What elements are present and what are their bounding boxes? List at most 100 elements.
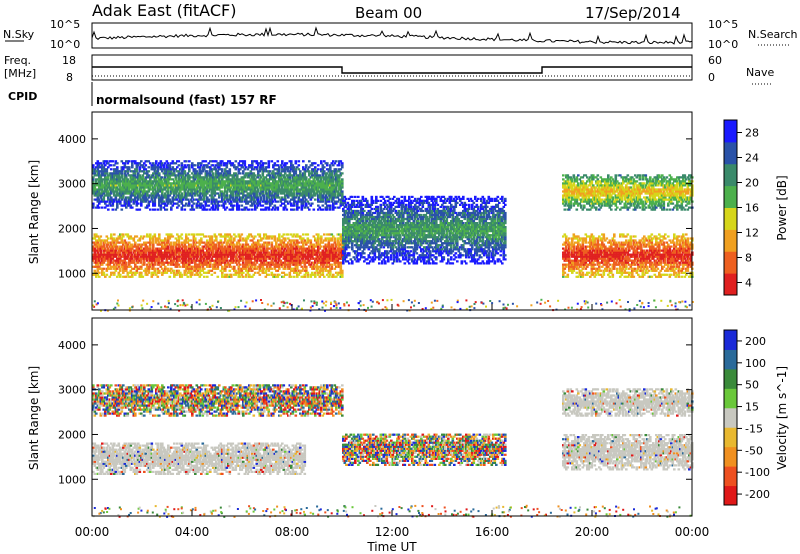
range-cell xyxy=(285,188,289,191)
range-cell xyxy=(137,162,140,165)
range-cell xyxy=(306,237,310,240)
range-cell xyxy=(180,200,184,203)
range-cell xyxy=(209,249,212,252)
range-cell xyxy=(140,204,143,207)
range-cell xyxy=(284,162,287,165)
range-cell xyxy=(279,249,283,252)
range-cell xyxy=(312,261,316,264)
range-cell xyxy=(177,241,181,244)
range-cell xyxy=(210,237,214,240)
range-cell xyxy=(146,233,149,236)
range-cell xyxy=(150,198,154,201)
range-cell xyxy=(243,239,247,242)
station-title: Adak East (fitACF) xyxy=(92,1,236,20)
range-cell xyxy=(293,198,296,201)
range-cell xyxy=(155,241,158,244)
range-cell xyxy=(260,257,263,260)
range-cell xyxy=(168,243,172,246)
range-cell xyxy=(263,235,266,238)
range-cell xyxy=(210,206,214,209)
range-cell xyxy=(194,247,197,250)
range-cell xyxy=(299,170,302,173)
range-cell xyxy=(185,202,188,205)
range-cell xyxy=(116,237,119,240)
range-cell xyxy=(291,188,295,191)
range-cell xyxy=(296,176,299,179)
range-cell xyxy=(323,267,326,270)
range-cell xyxy=(218,194,221,197)
range-cell xyxy=(311,251,314,254)
range-cell xyxy=(296,243,299,246)
range-cell xyxy=(183,164,187,167)
range-cell xyxy=(116,204,119,207)
range-cell xyxy=(144,206,148,209)
range-cell xyxy=(260,249,263,252)
range-cell xyxy=(338,253,341,256)
range-cell xyxy=(317,251,320,254)
range-cell xyxy=(323,245,326,248)
range-cell xyxy=(92,204,95,207)
range-cell xyxy=(279,247,283,250)
range-cell xyxy=(251,190,254,193)
range-cell xyxy=(228,269,232,272)
range-cell xyxy=(309,265,313,268)
range-cell xyxy=(162,168,166,171)
range-cell xyxy=(336,261,340,264)
range-cell xyxy=(288,200,292,203)
range-cell xyxy=(327,275,331,278)
range-cell xyxy=(255,190,259,193)
range-cell xyxy=(138,275,142,278)
range-cell xyxy=(197,166,200,169)
range-cell xyxy=(105,253,109,256)
range-cell xyxy=(123,190,127,193)
range-cell xyxy=(291,208,295,211)
range-cell xyxy=(204,174,208,177)
range-cell xyxy=(212,176,215,179)
range-cell xyxy=(194,259,197,262)
range-cell xyxy=(302,190,305,193)
range-cell xyxy=(315,257,319,260)
range-cell xyxy=(186,178,190,181)
range-cell xyxy=(99,239,103,242)
range-cell xyxy=(192,269,196,272)
range-cell xyxy=(95,259,98,262)
range-cell xyxy=(321,261,325,264)
range-cell xyxy=(228,237,232,240)
range-cell xyxy=(104,170,107,173)
range-cell xyxy=(329,164,332,167)
range-cell xyxy=(192,259,196,262)
range-cell xyxy=(240,204,244,207)
range-cell xyxy=(287,265,290,268)
range-cell xyxy=(258,239,262,242)
range-cell xyxy=(162,245,166,248)
range-cell xyxy=(168,194,172,197)
range-cell xyxy=(300,194,304,197)
range-cell xyxy=(173,174,176,177)
range-cell xyxy=(282,198,286,201)
range-cell xyxy=(227,184,230,187)
range-cell xyxy=(266,202,269,205)
range-cell xyxy=(153,192,157,195)
range-cell xyxy=(152,164,155,167)
range-cell xyxy=(170,172,173,175)
range-cell xyxy=(179,194,182,197)
range-cell xyxy=(158,249,161,252)
range-cell xyxy=(155,196,158,199)
range-cell xyxy=(267,190,271,193)
range-cell xyxy=(318,237,322,240)
range-cell xyxy=(165,241,169,244)
range-cell xyxy=(137,259,140,262)
range-cell xyxy=(159,180,163,183)
range-cell xyxy=(257,164,260,167)
range-cell xyxy=(237,245,241,248)
range-cell xyxy=(243,162,247,165)
range-cell xyxy=(99,186,103,189)
range-cell xyxy=(276,208,280,211)
range-cell xyxy=(276,247,280,250)
range-cell xyxy=(291,263,295,266)
range-cell xyxy=(321,241,325,244)
range-cell xyxy=(158,172,161,175)
range-cell xyxy=(231,259,235,262)
range-cell xyxy=(338,265,341,268)
range-cell xyxy=(129,259,133,262)
